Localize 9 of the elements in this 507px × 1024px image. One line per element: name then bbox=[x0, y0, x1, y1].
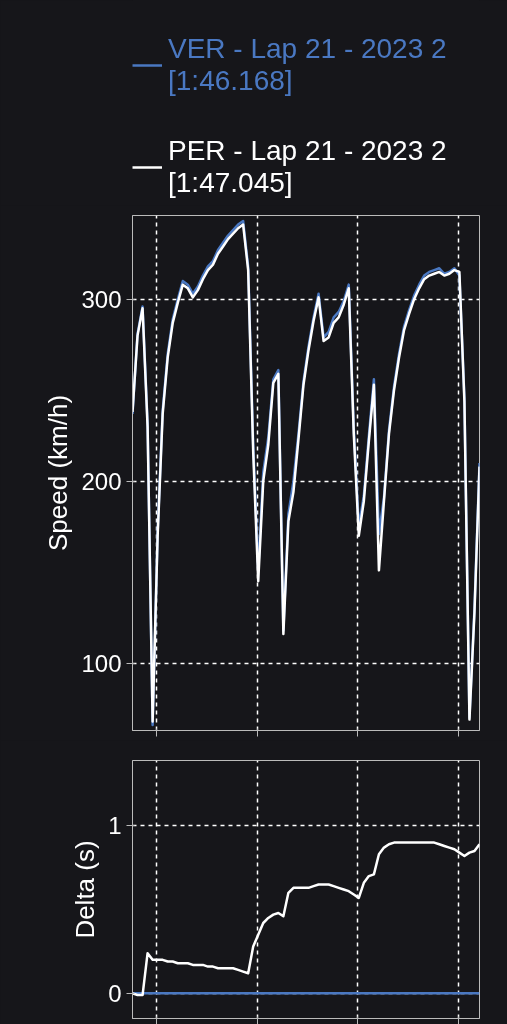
y-axis-title: Delta (s) bbox=[70, 840, 101, 939]
y-tick-label: 0 bbox=[108, 979, 122, 1007]
y-axis-title: Speed (km/h) bbox=[43, 394, 74, 552]
legend-label: VER - Lap 21 - 2023 2 [1:46.168] bbox=[168, 33, 447, 97]
y-tick-label: 1 bbox=[108, 812, 122, 840]
y-tick-label: 300 bbox=[81, 285, 122, 313]
y-tick-label: 200 bbox=[81, 467, 122, 495]
legend-label: PER - Lap 21 - 2023 2 [1:47.045] bbox=[168, 135, 447, 199]
y-tick-label: 100 bbox=[81, 649, 122, 677]
